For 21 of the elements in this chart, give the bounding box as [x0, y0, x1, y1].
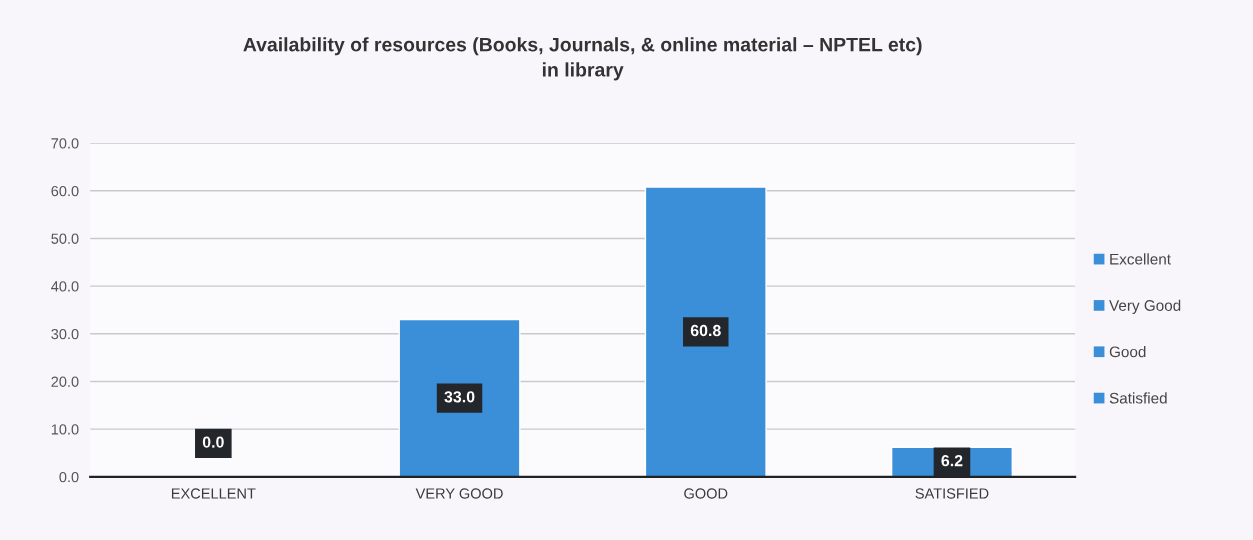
y-tick-label: 20.0 [51, 376, 79, 387]
y-tick-label: 10.0 [51, 424, 79, 435]
legend-label: Very Good [1109, 299, 1181, 314]
y-tick-label: 70.0 [51, 138, 79, 149]
data-label: 6.2 [941, 455, 963, 467]
y-tick-label: 50.0 [51, 233, 79, 244]
chart-title: Availability of resources (Books, Journals, & online material – NPTEL etc) in library [243, 37, 922, 81]
data-label: 60.8 [690, 324, 721, 337]
y-tick-label: 0.0 [59, 471, 79, 483]
legend-label: Satisfied [1109, 392, 1167, 404]
legend-label: Good [1109, 346, 1146, 358]
legend-label: Excellent [1110, 253, 1171, 265]
x-tick-label: EXCELLENT [171, 488, 256, 499]
y-tick-label: 30.0 [51, 328, 79, 340]
data-label: 0.0 [202, 436, 224, 448]
x-tick-label: GOOD [684, 488, 728, 499]
y-tick-label: 40.0 [51, 281, 79, 292]
x-tick-label: VERY GOOD [415, 488, 503, 499]
x-tick-label: SATISFIED [915, 488, 989, 499]
data-label: 33.0 [444, 391, 475, 403]
y-tick-label: 60.0 [51, 185, 79, 197]
